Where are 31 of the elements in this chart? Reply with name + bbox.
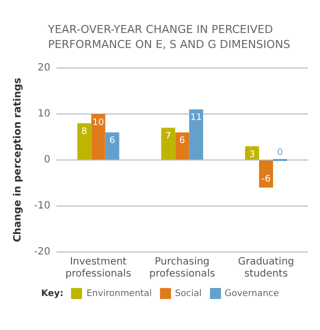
legend-title: Key: (41, 288, 64, 298)
y-tick-label: -20 (34, 246, 50, 258)
x-tick-label: Purchasing professionals (149, 256, 216, 280)
data-label: 6 (179, 136, 186, 146)
bar (189, 109, 204, 160)
bar (161, 128, 176, 160)
bar (91, 114, 106, 160)
data-label: 10 (92, 118, 104, 128)
y-axis-title: Change in perception ratings (12, 78, 24, 242)
data-label: 3 (249, 150, 255, 160)
bar (77, 123, 92, 160)
y-tick-label: -10 (34, 200, 50, 212)
legend-label: Governance (224, 288, 279, 298)
data-label: 6 (109, 136, 116, 146)
data-label: 11 (190, 113, 202, 124)
bar (175, 132, 190, 160)
y-tick-label: 20 (38, 62, 50, 74)
data-label: -6 (262, 174, 271, 184)
chart-title: YEAR-OVER-YEAR CHANGE IN PERCEIVED PERFORMANCE ON E, S AND G DIMENSIONS (47, 22, 292, 52)
bar (259, 160, 274, 188)
data-label: 7 (165, 132, 172, 142)
x-tick-label: Graduating students (238, 256, 294, 280)
data-label: 0 (277, 148, 284, 158)
legend-label: Environmental (86, 288, 152, 298)
legend-label: Social (174, 288, 202, 298)
bar (105, 132, 120, 160)
y-tick-label: 0 (44, 154, 50, 166)
x-tick-label: Investment professionals (65, 256, 132, 280)
y-tick-label: 10 (38, 108, 50, 120)
data-label: 8 (81, 127, 88, 138)
bar (245, 146, 260, 160)
